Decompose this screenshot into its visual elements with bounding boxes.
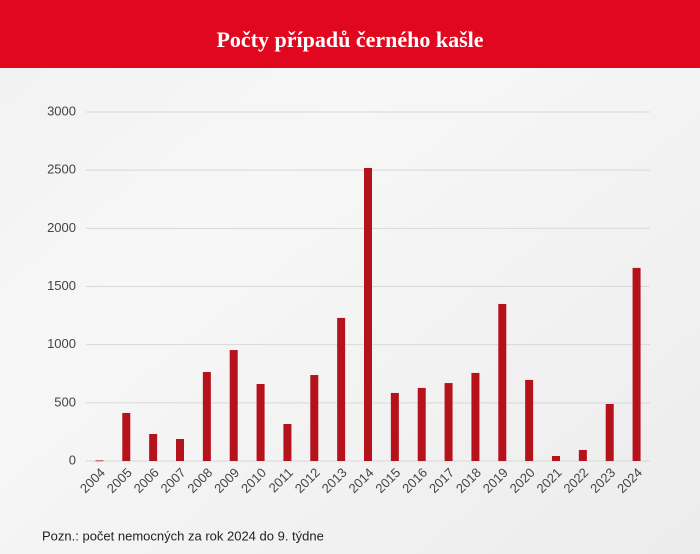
bar — [310, 375, 319, 461]
bar — [283, 424, 292, 461]
bar — [95, 460, 104, 462]
bar — [202, 372, 211, 461]
bar — [552, 455, 560, 461]
bar — [149, 434, 158, 461]
y-tick-label: 2500 — [47, 162, 76, 177]
bar — [444, 383, 453, 461]
bar — [417, 387, 426, 461]
y-tick-label: 1000 — [47, 336, 76, 351]
bar — [471, 372, 480, 461]
bar — [229, 350, 238, 461]
chart-title: Počty případů černého kašle — [216, 27, 483, 52]
bar — [122, 412, 131, 461]
y-tick-label: 3000 — [47, 103, 76, 118]
y-tick-label: 500 — [54, 394, 76, 409]
bar — [364, 167, 372, 461]
bar — [176, 439, 184, 461]
note: Pozn.: počet nemocných za rok 2024 do 9.… — [42, 528, 324, 543]
bar — [632, 267, 641, 461]
bar — [498, 303, 507, 461]
title-bar — [0, 0, 700, 68]
bar — [578, 449, 587, 461]
bar — [256, 383, 265, 461]
bar — [605, 403, 614, 461]
bar — [337, 317, 346, 461]
y-tick-label: 1500 — [47, 278, 76, 293]
bar — [525, 379, 534, 461]
y-tick-label: 2000 — [47, 220, 76, 235]
bar — [390, 392, 399, 461]
y-tick-label: 0 — [69, 452, 76, 467]
